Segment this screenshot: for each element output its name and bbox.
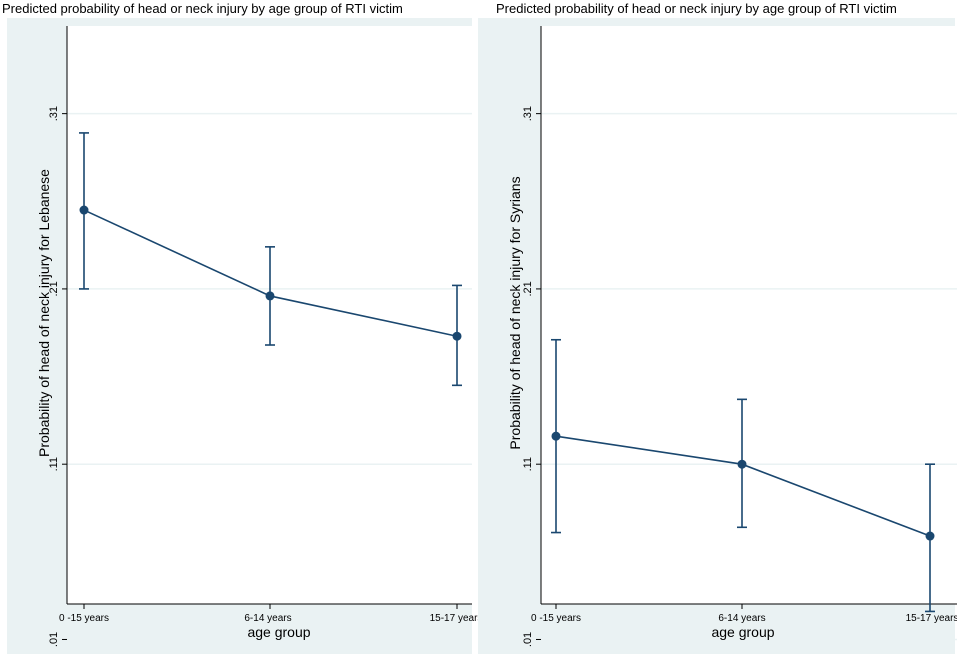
data-point	[265, 291, 275, 301]
y-tick-label: .31	[48, 106, 60, 121]
data-point	[79, 205, 89, 215]
y-tick-label: .11	[48, 457, 60, 471]
chart-panel-syrians: .01 .11 .21 .31 0 -15 years 6-14 years 15-17 …	[478, 1, 957, 654]
data-point	[452, 331, 462, 341]
y-axis-ticks: .01 .11 .21 .31	[48, 106, 67, 647]
plot-area	[541, 26, 957, 604]
chart-panel-lebanese: .01 .11 .21 .31 0 -15 years 6-14 years 15-17 …	[2, 1, 482, 654]
x-tick-label: 6-14 years	[718, 613, 765, 624]
x-tick-label: 15-17 years	[906, 613, 957, 624]
x-axis-label: age group	[247, 624, 310, 640]
x-axis-ticks: 0 -15 years 6-14 years 15-17 years	[59, 604, 482, 624]
x-tick-label: 0 -15 years	[59, 613, 109, 624]
y-tick-label: .31	[522, 106, 534, 121]
data-points	[551, 431, 935, 541]
data-point	[737, 459, 747, 469]
data-point	[551, 431, 561, 441]
x-tick-label: 15-17 years	[430, 613, 483, 624]
x-axis-label: age group	[711, 624, 774, 640]
y-tick-label: .11	[522, 457, 534, 471]
x-tick-label: 6-14 years	[244, 613, 291, 624]
data-point	[925, 531, 935, 541]
gridlines	[541, 112, 957, 641]
y-axis-ticks: .01 .11 .21 .31	[522, 106, 541, 647]
y-tick-label: .21	[48, 281, 60, 296]
chart-title: Predicted probability of head or neck in…	[2, 1, 403, 16]
data-points	[79, 205, 462, 341]
y-tick-label: .01	[48, 632, 60, 647]
chart-title: Predicted probability of head or neck in…	[496, 1, 897, 16]
y-tick-label: .21	[522, 281, 534, 296]
x-tick-label: 0 -15 years	[531, 613, 581, 624]
y-axis-label: Probability of head of neck injury for L…	[36, 169, 52, 457]
y-axis-label: Probability of head of neck injury for S…	[507, 176, 523, 449]
y-tick-label: .01	[522, 632, 534, 647]
